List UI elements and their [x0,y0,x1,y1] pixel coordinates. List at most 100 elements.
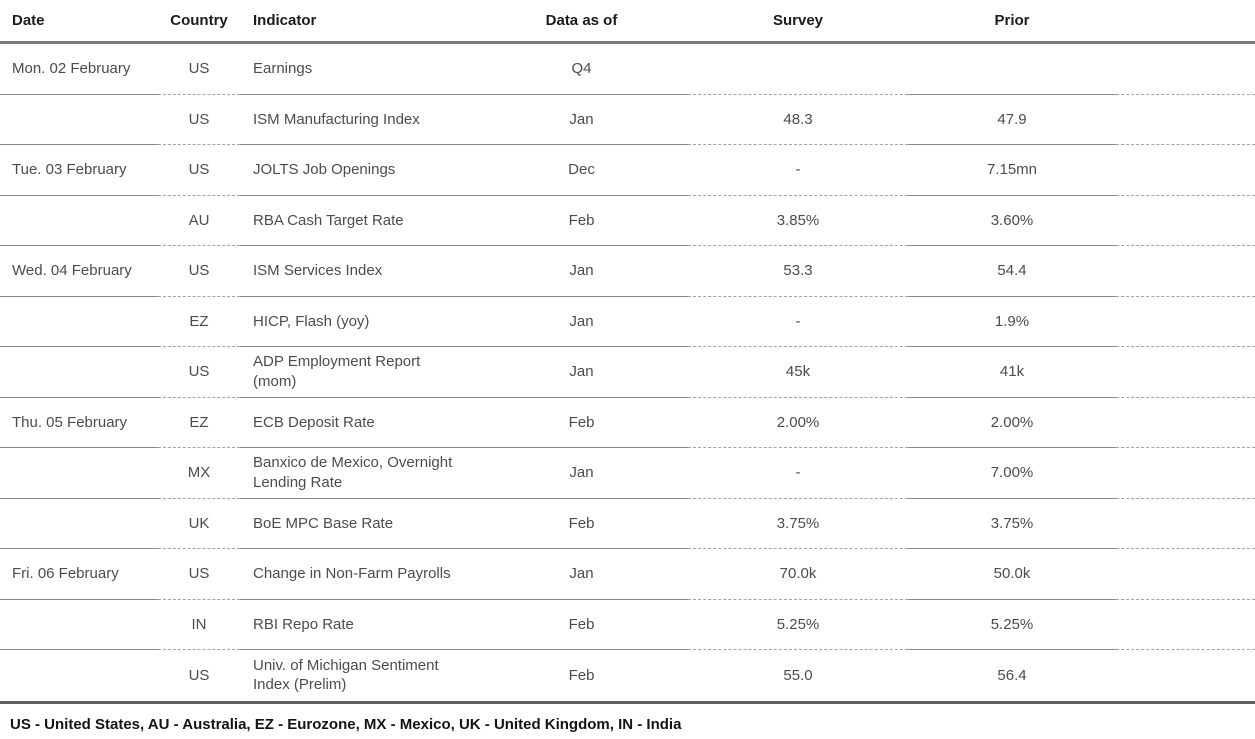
cell-indicator: ECB Deposit Rate [240,398,475,448]
cell-spacer [1116,600,1255,650]
cell-survey: 55.0 [783,666,813,684]
cell-survey: - [688,448,908,499]
cell-spacer [1116,297,1255,347]
cell-prior: 5.25% [908,600,1116,650]
table-body: Mon. 02 February US Earnings Q4 US ISM M… [0,44,1255,701]
cell-survey: 5.25% [688,600,908,650]
table-row: Thu. 05 February EZ ECB Deposit Rate Feb… [0,398,1255,448]
cell-survey: 53.3 [688,246,908,297]
cell-spacer [1116,549,1255,600]
cell-data-as-of: Feb [568,666,595,684]
cell-data-as-of: Feb [475,398,688,448]
cell-prior: 56.4 [997,666,1027,684]
cell-country: US [158,145,240,196]
cell-indicator: Earnings [240,44,475,95]
cell-date [0,499,158,549]
cell-indicator: Change in Non-Farm Payrolls [240,549,475,600]
header-indicator: Indicator [253,11,317,29]
cell-data-as-of: Jan [475,246,688,297]
cell-country: AU [158,196,240,246]
cell-indicator: Banxico de Mexico, Overnight Lending Rat… [240,448,475,499]
cell-prior: 3.60% [908,196,1116,246]
cell-country: EZ [158,398,240,448]
cell-indicator: RBA Cash Target Rate [240,196,475,246]
table-row: Tue. 03 February US JOLTS Job Openings D… [0,145,1255,196]
cell-indicator: ISM Services Index [240,246,475,297]
cell-data-as-of: Jan [475,297,688,347]
cell-survey: 48.3 [688,95,908,145]
cell-spacer [1116,398,1255,448]
cell-survey: 3.85% [688,196,908,246]
cell-date: Fri. 06 February [0,549,158,600]
cell-spacer [1116,196,1255,246]
cell-date [0,650,158,701]
cell-date: Wed. 04 February [0,246,158,297]
cell-prior: 3.75% [908,499,1116,549]
table-row: UK BoE MPC Base Rate Feb 3.75% 3.75% [0,499,1255,549]
cell-date: Tue. 03 February [0,145,158,196]
cell-country: US [158,246,240,297]
cell-data-as-of: Jan [475,448,688,499]
cell-prior: 54.4 [908,246,1116,297]
cell-data-as-of: Feb [475,196,688,246]
header-date: Date [12,12,45,29]
cell-indicator: Univ. of Michigan Sentiment Index (Preli… [253,656,439,694]
cell-prior: 2.00% [908,398,1116,448]
cell-data-as-of: Q4 [475,44,688,95]
cell-date: Thu. 05 February [0,398,158,448]
cell-country: EZ [158,297,240,347]
table-row: EZ HICP, Flash (yoy) Jan - 1.9% [0,297,1255,347]
table-row: Fri. 06 February US Change in Non-Farm P… [0,549,1255,600]
header-prior: Prior [994,12,1030,29]
cell-spacer [1116,246,1255,297]
cell-spacer [1116,145,1255,196]
cell-spacer [1116,347,1255,398]
cell-data-as-of: Feb [475,600,688,650]
table-row: US Univ. of Michigan Sentiment Index (Pr… [0,650,1255,701]
cell-data-as-of: Dec [475,145,688,196]
cell-survey [688,44,908,95]
cell-indicator: HICP, Flash (yoy) [240,297,475,347]
cell-date [0,95,158,145]
cell-country: MX [158,448,240,499]
cell-indicator: ISM Manufacturing Index [240,95,475,145]
cell-date [0,297,158,347]
cell-country: IN [158,600,240,650]
cell-indicator: RBI Repo Rate [240,600,475,650]
cell-survey: 2.00% [688,398,908,448]
cell-date [0,448,158,499]
cell-prior: 7.15mn [908,145,1116,196]
cell-indicator: ADP Employment Report (mom) [240,347,475,398]
country-code-legend: US - United States, AU - Australia, EZ -… [10,715,682,733]
cell-prior: 1.9% [908,297,1116,347]
cell-date [0,600,158,650]
cell-date: Mon. 02 February [0,44,158,95]
cell-indicator: BoE MPC Base Rate [240,499,475,549]
cell-prior [908,44,1116,95]
table-row: IN RBI Repo Rate Feb 5.25% 5.25% [0,600,1255,650]
cell-prior: 41k [908,347,1116,398]
cell-prior: 47.9 [908,95,1116,145]
header-spacer [1116,0,1255,41]
cell-spacer [1116,499,1255,549]
table-row: Mon. 02 February US Earnings Q4 [0,44,1255,95]
table-row: MX Banxico de Mexico, Overnight Lending … [0,448,1255,499]
cell-survey: 45k [688,347,908,398]
economic-calendar-table: Date Country Indicator Data as of Survey… [0,0,1255,704]
table-row: AU RBA Cash Target Rate Feb 3.85% 3.60% [0,196,1255,246]
cell-date [0,196,158,246]
table-row: US ADP Employment Report (mom) Jan 45k 4… [0,347,1255,398]
cell-data-as-of: Jan [475,549,688,600]
cell-spacer [1116,448,1255,499]
cell-spacer [1116,650,1255,701]
table-row: Wed. 04 February US ISM Services Index J… [0,246,1255,297]
header-data-as-of: Data as of [545,12,618,29]
cell-survey: - [688,297,908,347]
cell-prior: 50.0k [908,549,1116,600]
table-header-row: Date Country Indicator Data as of Survey… [0,0,1255,44]
cell-country: US [158,44,240,95]
cell-survey: 3.75% [688,499,908,549]
cell-prior: 7.00% [908,448,1116,499]
cell-country: US [158,347,240,398]
cell-data-as-of: Feb [475,499,688,549]
